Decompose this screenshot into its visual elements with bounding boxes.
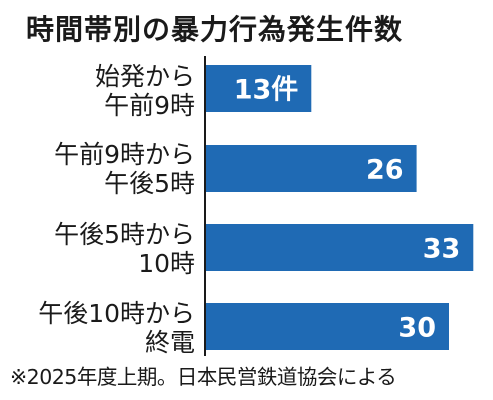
category-label-3-line-2: 終電	[144, 328, 195, 357]
bar-value-label-1: 26	[366, 155, 404, 186]
source-note: ※2025年度上期。日本民営鉄道協会による	[10, 365, 397, 389]
bar-3	[206, 303, 449, 350]
category-label-1: 午前9時から 午後5時	[0, 140, 195, 198]
bar-value-label-3: 30	[398, 313, 436, 344]
category-label-0: 始発から 午前9時	[0, 62, 195, 120]
category-label-3: 午後10時から 終電	[0, 299, 195, 357]
category-label-0-line-1: 始発から	[94, 62, 195, 91]
chart-title: 時間帯別の暴力行為発生件数	[26, 13, 404, 46]
bar-0	[206, 65, 312, 112]
bar-value-label-0: 13件	[234, 75, 299, 106]
bar-2	[206, 224, 474, 271]
category-label-2-line-2: 10時	[138, 249, 195, 278]
category-label-0-line-2: 午前9時	[104, 91, 195, 120]
category-label-3-line-1: 午後10時から	[38, 299, 195, 328]
category-label-1-line-1: 午前9時から	[54, 140, 195, 169]
bar-value-label-2: 33	[423, 234, 461, 265]
category-label-2-line-1: 午後5時から	[54, 220, 195, 249]
bar-1	[206, 145, 417, 192]
category-label-2: 午後5時から 10時	[0, 220, 195, 278]
category-label-1-line-2: 午後5時	[104, 169, 195, 198]
